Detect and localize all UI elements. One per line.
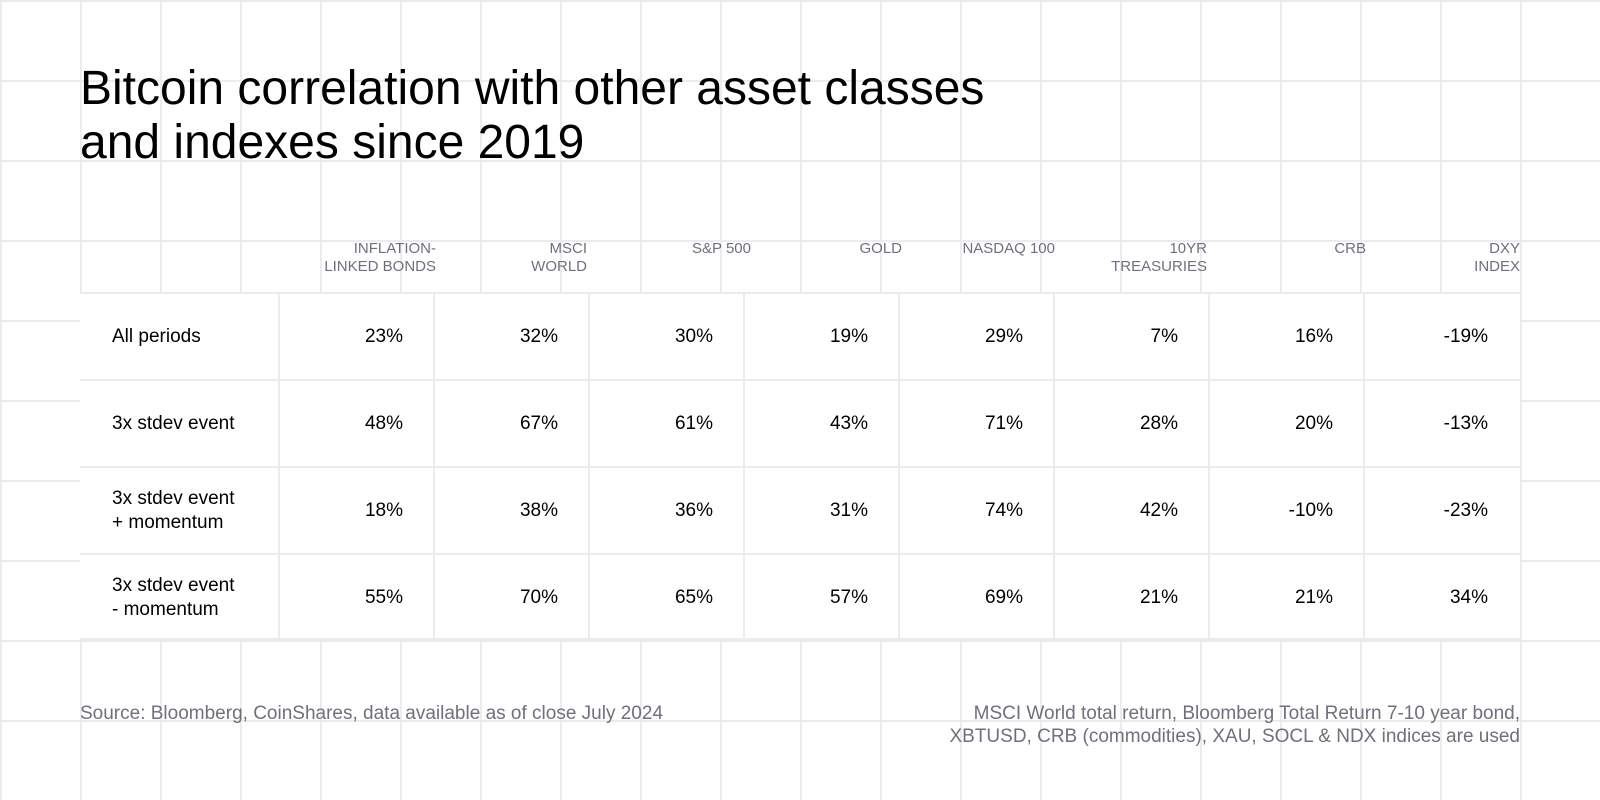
column-header-line: DXY [1489,240,1520,257]
correlation-value: 7% [1150,325,1178,347]
column-header: DXY INDEX [1360,240,1520,276]
column-header: NASDAQ 100 [895,240,1055,258]
column-header-row: INFLATION- LINKED BONDS MSCI WORLD S&P 500 GO… [80,240,1520,292]
correlation-value: 16% [1294,325,1333,347]
column-header: GOLD [742,240,902,258]
correlation-value: 21% [1294,586,1333,608]
column-header-line: INFLATION- [353,240,436,257]
correlation-value: 67% [519,412,558,434]
table-row: 3x stdev event 48% 67% 61% 43% 71% 28% 20% -13% [80,381,1520,468]
correlation-value: 65% [674,586,713,608]
methodology-note-line-2: XBTUSD, CRB (commodities), XAU, SOCL & N… [949,726,1520,747]
column-header-line: S&P 500 [692,240,751,257]
correlation-value: 57% [829,586,868,608]
row-label: 3x stdev event - momentum [112,574,235,620]
correlation-value: 48% [364,412,403,434]
table-row: 3x stdev event + momentum 18% 38% 36% 31% 74%… [80,468,1520,555]
correlation-value: 19% [829,325,868,347]
correlation-value: 61% [674,412,713,434]
chart-title: Bitcoin correlation with other asset cla… [80,62,985,169]
column-header-line: MSCI [549,240,588,257]
correlation-value: 36% [674,499,713,521]
column-header-line: NASDAQ 100 [962,240,1055,257]
correlation-value: 31% [829,499,868,521]
correlation-value: 71% [984,412,1023,434]
column-header-line: GOLD [859,240,902,257]
correlation-value: 28% [1139,412,1178,434]
row-label: All periods [112,325,201,347]
correlation-value: 30% [674,325,713,347]
correlation-value: 74% [984,499,1023,521]
column-header-line: INDEX [1474,258,1520,275]
correlation-value: -10% [1288,499,1333,521]
correlation-value: 43% [829,412,868,434]
correlation-value: 20% [1294,412,1333,434]
column-header: MSCI WORLD [427,240,587,276]
methodology-note: MSCI World total return, Bloomberg Total… [760,702,1520,748]
methodology-note-line-1: MSCI World total return, Bloomberg Total… [973,703,1520,724]
column-header: S&P 500 [591,240,751,258]
correlation-value: 29% [984,325,1023,347]
column-header-line: TREASURIES [1111,258,1207,275]
column-header-line: CRB [1334,240,1366,257]
column-header-line: 10YR [1169,240,1207,257]
correlation-value: -19% [1443,325,1488,347]
row-label: 3x stdev event + momentum [112,487,235,533]
correlation-table: All periods 23% 32% 30% 19% 29% 7% 16% -19% 3x st… [80,292,1520,640]
column-header-line: LINKED BONDS [324,258,436,275]
column-header-line: WORLD [531,258,587,275]
correlation-value: 23% [364,325,403,347]
row-label: 3x stdev event [112,412,235,434]
column-header: INFLATION- LINKED BONDS [276,240,436,276]
table-row: All periods 23% 32% 30% 19% 29% 7% 16% -19% [80,294,1520,381]
correlation-value: 42% [1139,499,1178,521]
source-note: Source: Bloomberg, CoinShares, data avai… [80,703,664,724]
table-row: 3x stdev event - momentum 55% 70% 65% 57% 69%… [80,555,1520,642]
correlation-value: 18% [364,499,403,521]
correlation-value: 34% [1449,586,1488,608]
correlation-value: -13% [1443,412,1488,434]
correlation-value: 38% [519,499,558,521]
column-header: 10YR TREASURIES [1047,240,1207,276]
column-header: CRB [1206,240,1366,258]
correlation-value: 69% [984,586,1023,608]
correlation-value: 70% [519,586,558,608]
correlation-value: 21% [1139,586,1178,608]
correlation-value: 55% [364,586,403,608]
correlation-value: -23% [1443,499,1488,521]
correlation-value: 32% [519,325,558,347]
